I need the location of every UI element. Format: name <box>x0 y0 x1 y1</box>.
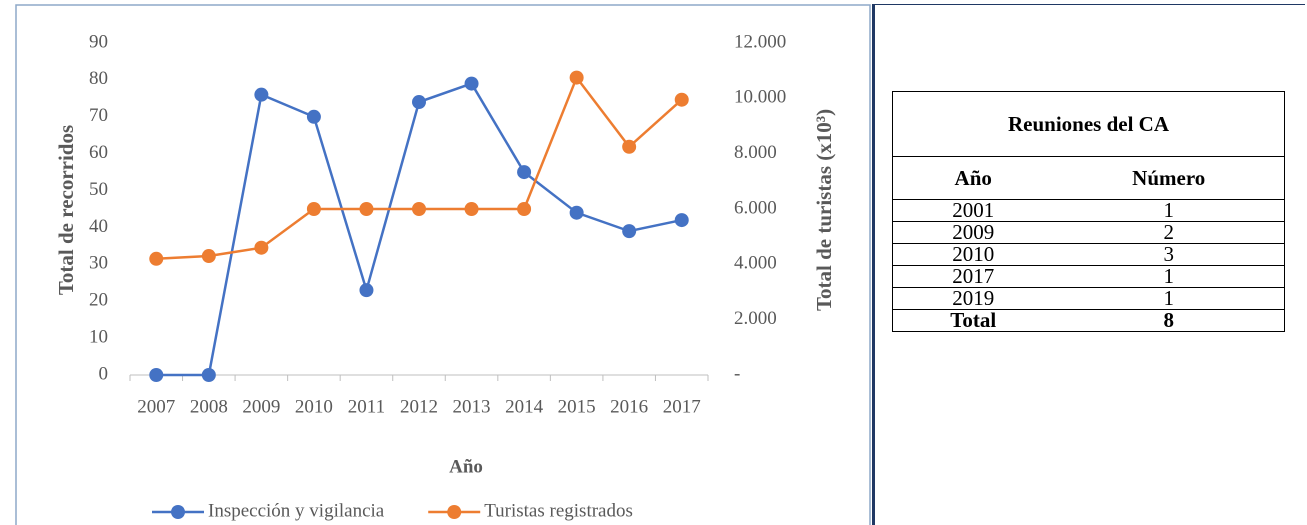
chart: Año Total de recorridos Total de turista… <box>15 4 871 525</box>
y-tick-label: 80 <box>89 68 108 89</box>
x-tick-label: 2010 <box>295 396 333 417</box>
table-cell: 8 <box>1163 308 1174 332</box>
data-point <box>464 76 479 91</box>
x-tick-label: 2011 <box>348 396 385 417</box>
x-tick-label: 2008 <box>190 396 228 417</box>
data-point <box>674 92 689 107</box>
table-cell: 2010 <box>892 243 1054 266</box>
table-panel: Reuniones del CA Año Número 2001 1 2009 2 2010 3… <box>872 4 1305 525</box>
table-row: Total 8 <box>893 310 1285 332</box>
data-point <box>306 109 321 124</box>
y2-tick-label: 4.000 <box>734 253 777 274</box>
table-row: Reuniones del CA <box>892 91 1285 157</box>
table-cell: 1 <box>1053 199 1285 222</box>
table-cell: Reuniones del CA <box>892 91 1285 157</box>
y2-tick-label: 2.000 <box>734 308 777 329</box>
table-cell: 3 <box>1053 243 1285 266</box>
y2-tick-label: 10.000 <box>734 87 786 108</box>
data-point <box>201 368 216 382</box>
data-point <box>412 202 426 216</box>
legend-label: Turistas registrados <box>484 500 633 521</box>
x-axis-title: Año <box>449 456 483 477</box>
data-point <box>517 165 532 180</box>
table-cell: 1 <box>1053 287 1285 310</box>
x-tick-label: 2012 <box>400 396 438 417</box>
y-tick-label: 0 <box>99 363 109 384</box>
data-point <box>464 202 479 216</box>
table-row: 2017 1 <box>892 265 1285 288</box>
chart-frame <box>15 4 871 525</box>
y-axis-title: Total de recorridos <box>54 125 78 295</box>
data-point <box>359 283 374 298</box>
x-tick-label: 2009 <box>242 396 280 417</box>
legend-marker <box>447 505 462 519</box>
y-tick-label: 10 <box>89 326 108 347</box>
y-tick-label: 40 <box>89 216 108 237</box>
y2-tick-label: 6.000 <box>734 197 777 218</box>
y-tick-label: 90 <box>89 31 108 52</box>
x-tick-label: 2015 <box>558 396 596 417</box>
table-cell: 2017 <box>892 265 1054 288</box>
table-row: 2009 2 <box>892 221 1285 244</box>
data-point <box>412 95 426 110</box>
data-point <box>674 213 689 228</box>
y2-tick-label: - <box>734 363 740 384</box>
table-row: Año Número <box>892 156 1285 200</box>
x-tick-label: 2017 <box>663 396 701 417</box>
y-tick-label: 50 <box>89 179 108 200</box>
data-point <box>622 139 637 154</box>
x-tick-label: 2016 <box>610 396 648 417</box>
table-row: 2001 1 <box>892 199 1285 222</box>
table-cell: 2019 <box>892 287 1054 310</box>
data-point <box>254 87 269 102</box>
series-line <box>156 82 682 377</box>
data-point <box>149 368 164 382</box>
data-point <box>622 224 637 239</box>
data-point <box>359 202 374 216</box>
x-tick-label: 2014 <box>505 396 544 417</box>
y2-tick-label: 8.000 <box>734 142 777 163</box>
y-tick-label: 20 <box>89 290 108 311</box>
legend-label: Inspección y vigilancia <box>208 500 385 521</box>
table-cell: Número <box>1053 156 1285 200</box>
table-cell: 2001 <box>892 199 1054 222</box>
y-tick-label: 70 <box>89 105 108 126</box>
y-tick-label: 60 <box>89 142 108 163</box>
data-point <box>201 249 216 264</box>
x-tick-label: 2007 <box>137 396 175 417</box>
table-cell: Total <box>950 308 997 332</box>
data-point <box>254 240 269 255</box>
data-point <box>569 205 584 220</box>
data-point <box>569 70 584 85</box>
table: Reuniones del CA Año Número 2001 1 2009 2 2010 3… <box>892 91 1285 332</box>
table-cell: 1 <box>1053 265 1285 288</box>
table-row: 2019 1 <box>892 287 1285 310</box>
y2-tick-label: 12.000 <box>734 31 786 52</box>
legend-marker <box>171 505 185 519</box>
y2-axis-title: Total de turistas (x10³) <box>812 109 836 311</box>
table-row: 2010 3 <box>892 243 1285 266</box>
table-cell: 2009 <box>892 221 1054 244</box>
x-tick-label: 2013 <box>453 396 491 417</box>
data-point <box>306 202 321 216</box>
data-point <box>517 202 532 216</box>
data-point <box>149 251 164 266</box>
table-cell: 2 <box>1053 221 1285 244</box>
table-cell: Año <box>892 156 1054 200</box>
y-tick-label: 30 <box>89 253 108 274</box>
